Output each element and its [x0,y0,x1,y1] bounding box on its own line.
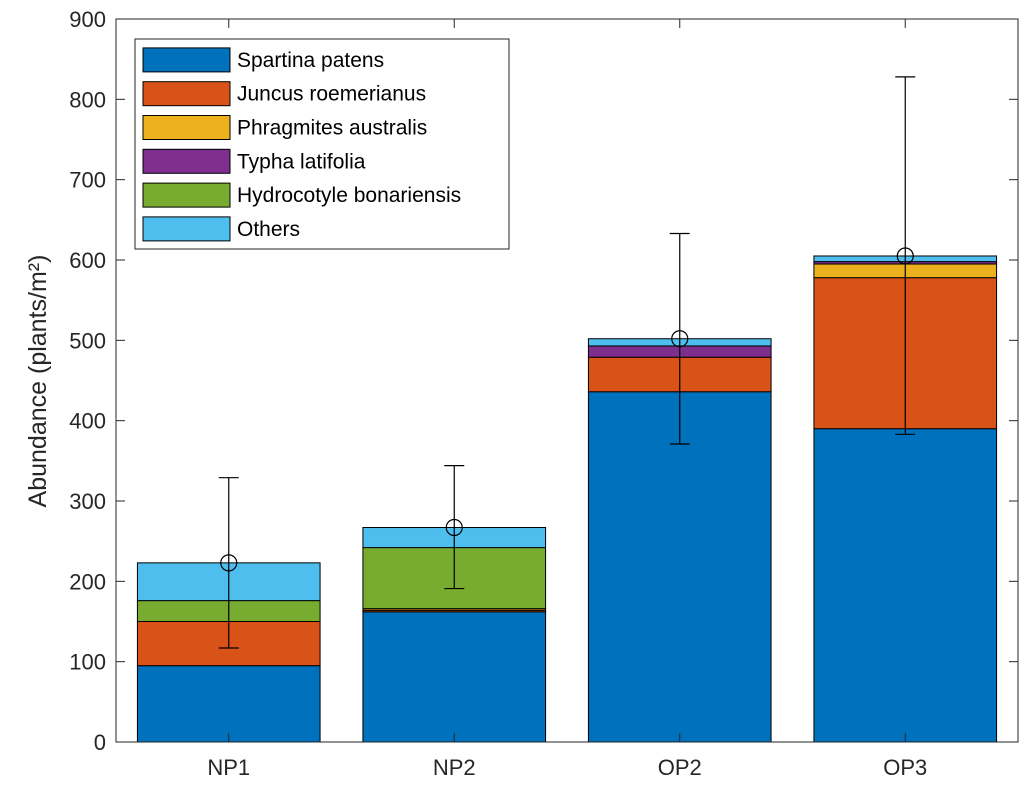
legend-label-3: Typha latifolia [237,150,366,173]
y-tick-label-700: 700 [69,168,106,193]
y-tick-label-400: 400 [69,409,106,434]
legend-swatch-5 [142,216,231,242]
legend-label-2: Phragmites australis [237,117,427,140]
x-tick-label-np2: NP2 [433,755,476,780]
y-tick-label-100: 100 [69,650,106,675]
legend-swatch-2 [142,115,231,140]
y-tick-label-300: 300 [69,489,106,514]
legend-label-1: Juncus roemerianus [237,83,426,106]
bar-segment-np2-series-0 [362,611,547,743]
y-tick-label-200: 200 [69,569,106,594]
y-tick-label-800: 800 [69,87,106,112]
legend-label-4: Hydrocotyle bonariensis [237,184,461,207]
y-tick-label-600: 600 [69,248,106,273]
bar-segment-op2-series-0 [587,391,772,743]
legend-box [134,38,510,250]
mean-marker-np2 [445,518,463,537]
legend-label-5: Others [237,218,300,241]
y-tick-label-900: 900 [69,7,106,32]
bars-layer [136,255,998,743]
y-axis-label-text: Abundance (plants/m²) [24,255,52,508]
bar-segment-op3-series-0 [813,428,998,743]
legend-label-0: Spartina patens [237,49,384,72]
mean-marker-np1 [220,554,238,572]
legend-swatch-1 [142,81,231,107]
y-tick-label-500: 500 [69,328,106,353]
x-tick-label-np1: NP1 [207,755,250,780]
error-bars-layer [218,76,916,649]
y-axis-label: Abundance (plants/m²) [24,255,52,508]
mean-marker-op2 [671,330,689,348]
tick-labels-layer: 0 100 200 300 400 500 600 700 800 900 NP1 NP2 OP2 OP3 [69,7,927,780]
legend-swatch-0 [142,47,231,73]
plot-frame [115,18,1019,743]
mean-marker-op3 [896,247,914,265]
legend: Spartina patens Juncus roemerianus Phragmi… [134,38,510,250]
legend-swatch-3 [142,148,231,174]
axes-layer [115,18,1019,743]
legend-swatch-4 [142,182,231,208]
bar-segment-np1-series-0 [136,665,321,743]
y-tick-label-0: 0 [94,730,106,755]
x-tick-label-op3: OP3 [883,755,927,780]
x-tick-label-op2: OP2 [658,755,702,780]
